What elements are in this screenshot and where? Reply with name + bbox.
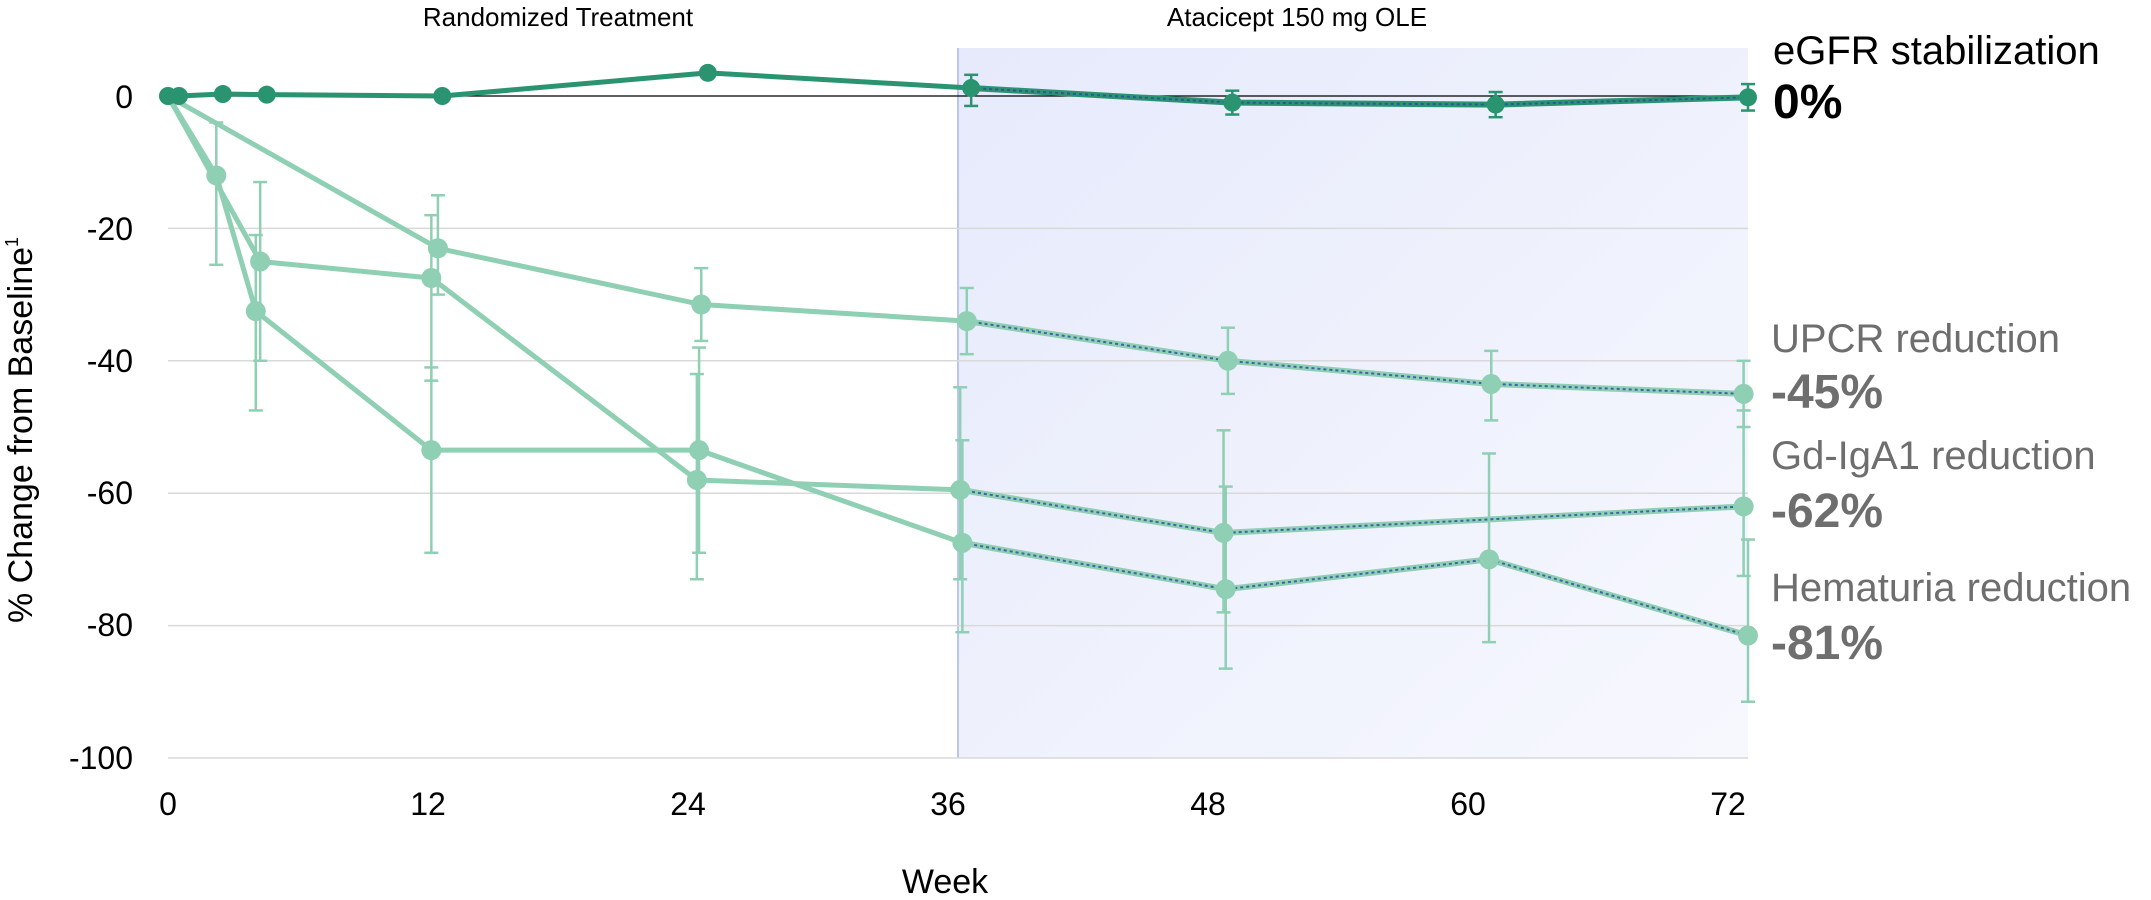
data-point	[245, 301, 266, 322]
phase-labels: Randomized Treatment Atacicept 150 mg OL…	[423, 2, 1427, 32]
data-point	[962, 79, 981, 98]
upcr-callout-value: -45%	[1771, 366, 1883, 419]
data-point	[689, 440, 710, 461]
data-point	[950, 479, 971, 500]
data-point	[421, 268, 442, 289]
y-tick-label: -20	[87, 211, 133, 247]
series-line-ole-dash	[962, 541, 1749, 637]
y-tick-label: 0	[115, 79, 133, 115]
egfr-callout-value: 0%	[1773, 76, 1842, 129]
series-line	[165, 94, 964, 546]
data-point	[1479, 549, 1500, 570]
x-tick-label: 60	[1450, 786, 1486, 822]
data-point	[1223, 93, 1242, 112]
y-tick-label: -100	[69, 740, 133, 776]
y-tick-label: -40	[87, 343, 133, 379]
phase-label-ole: Atacicept 150 mg OLE	[1167, 2, 1427, 32]
data-point	[1733, 383, 1754, 404]
data-point	[169, 87, 188, 105]
data-point	[1733, 496, 1754, 517]
data-point	[698, 63, 717, 82]
data-point	[686, 469, 707, 490]
egfr-series	[159, 63, 1757, 119]
hematuria-callout-label: Hematuria reduction	[1771, 566, 2131, 610]
data-point	[421, 440, 442, 461]
upcr-series	[159, 87, 1754, 429]
data-point	[1486, 95, 1505, 114]
y-axis-title-footnote: 1	[2, 237, 22, 247]
y-axis-ticks: 0 -20 -40 -60 -80 -100	[69, 79, 133, 776]
data-point	[1213, 522, 1234, 543]
y-axis-title-text: % Change from Baseline	[2, 247, 40, 623]
x-tick-label: 36	[930, 786, 966, 822]
data-point	[1215, 579, 1236, 600]
ole-shaded-region	[958, 48, 1748, 758]
data-point	[1738, 625, 1758, 646]
y-tick-label: -60	[87, 475, 133, 511]
y-axis-title: % Change from Baseline1	[2, 237, 40, 623]
data-point	[206, 165, 227, 186]
data-point	[213, 85, 232, 104]
data-point	[1481, 373, 1502, 394]
gdiga1-callout-label: Gd-IgA1 reduction	[1771, 434, 2096, 478]
data-point	[1739, 88, 1757, 107]
series-line	[165, 94, 961, 493]
upcr-callout-label: UPCR reduction	[1771, 317, 2060, 361]
gdiga1-series	[159, 87, 1754, 614]
series-line	[166, 93, 967, 324]
series-layer	[159, 63, 1758, 703]
x-axis-ticks: 0 12 24 36 48 60 72	[159, 786, 1746, 822]
data-point	[952, 532, 973, 553]
series-line-ole-dash	[966, 320, 1744, 395]
egfr-callout-label: eGFR stabilization	[1773, 29, 2100, 73]
series-line-ole	[970, 85, 1749, 108]
x-tick-label: 48	[1190, 786, 1226, 822]
x-tick-label: 72	[1710, 786, 1746, 822]
hematuria-series	[159, 87, 1758, 703]
gdiga1-callout-value: -62%	[1771, 485, 1883, 538]
data-point	[250, 251, 271, 272]
ole-band-layer	[957, 48, 1748, 758]
series-line	[168, 70, 972, 99]
hematuria-callout-value: -81%	[1771, 617, 1883, 670]
data-point	[691, 294, 712, 315]
data-point	[257, 85, 276, 104]
x-axis-title: Week	[902, 863, 989, 900]
x-tick-label: 24	[670, 786, 706, 822]
data-point	[427, 238, 448, 259]
data-point	[1217, 350, 1238, 371]
x-tick-label: 0	[159, 786, 177, 822]
y-tick-label: -80	[87, 607, 133, 643]
x-tick-label: 12	[410, 786, 446, 822]
data-point	[956, 311, 977, 332]
data-point	[433, 87, 452, 105]
phase-label-randomized: Randomized Treatment	[423, 2, 694, 32]
series-callouts: eGFR stabilization 0% UPCR reduction -45…	[1771, 29, 2131, 670]
